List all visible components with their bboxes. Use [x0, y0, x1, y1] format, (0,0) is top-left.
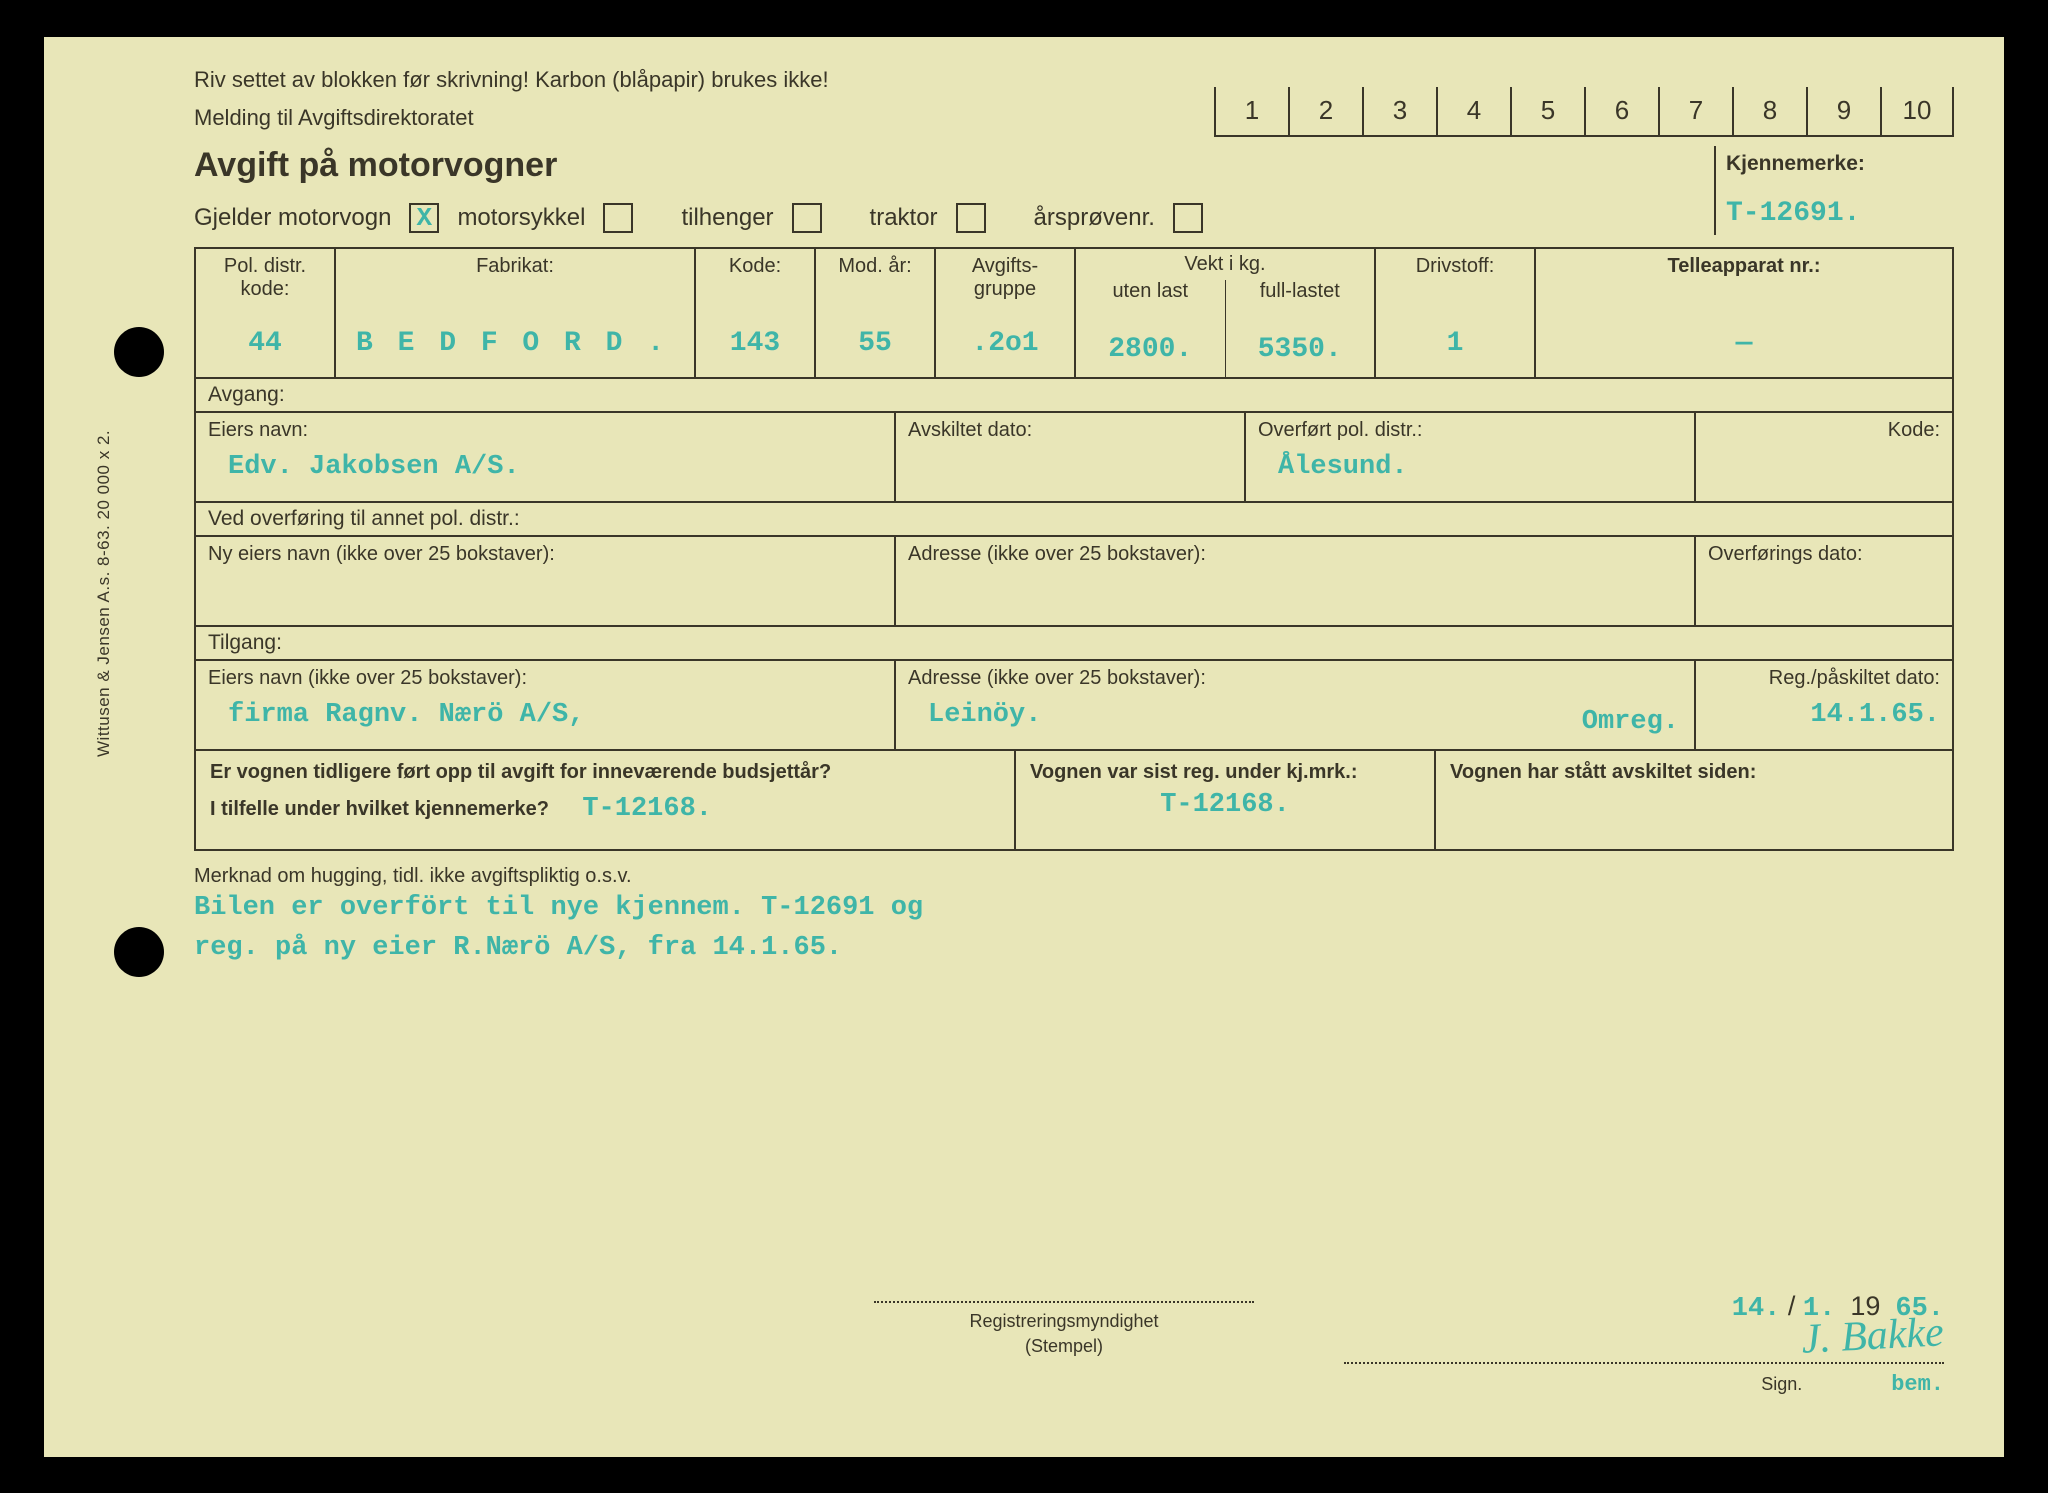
avskiltet-siden-label: Vognen har stått avskiltet siden:	[1450, 761, 1938, 784]
avgiftsgruppe-label: Avgifts-gruppe	[946, 255, 1064, 301]
eiers-navn-value: Edv. Jakobsen A/S.	[208, 452, 882, 482]
prev-q2-value: T-12168.	[582, 794, 712, 824]
modar-value: 55	[826, 328, 924, 359]
form-title: Avgift på motorvogner	[194, 146, 1714, 185]
fabrikat-label: Fabrikat:	[346, 255, 684, 278]
sign-label: Sign.	[1761, 1374, 1802, 1394]
printer-credit: Wittusen & Jensen A.s. 8-63. 20 000 x 2.	[94, 429, 114, 756]
kode-label: Kode:	[706, 255, 804, 278]
drivstoff-label: Drivstoff:	[1386, 255, 1524, 278]
tilgang-header: Tilgang:	[194, 627, 1954, 661]
tilgang-eiers-value: firma Ragnv. Nærö A/S,	[208, 700, 882, 730]
fulllastet-value: 5350.	[1236, 334, 1365, 365]
nbox-1: 1	[1214, 87, 1288, 137]
eiers-navn-label: Eiers navn:	[208, 419, 882, 442]
overfort-label: Overført pol. distr.:	[1258, 419, 1682, 442]
label-arsprove: årsprøvenr.	[1034, 204, 1155, 232]
utenlast-value: 2800.	[1086, 334, 1215, 365]
sistreg-value: T-12168.	[1030, 790, 1420, 820]
vehicle-type-row: Gjelder motorvogn motorsykkel tilhenger …	[194, 203, 1714, 233]
form-card: Wittusen & Jensen A.s. 8-63. 20 000 x 2.…	[44, 37, 2004, 1457]
tilgang-eiers-label: Eiers navn (ikke over 25 bokstaver):	[208, 667, 882, 690]
nbox-8: 8	[1732, 87, 1806, 137]
utenlast-label: uten last	[1086, 280, 1215, 303]
checkbox-tilhenger[interactable]	[792, 203, 822, 233]
label-motorsykkel: motorsykkel	[457, 204, 585, 232]
nbox-4: 4	[1436, 87, 1510, 137]
label-traktor: traktor	[870, 204, 938, 232]
telleapparat-label: Telleapparat nr.:	[1546, 255, 1942, 278]
bem-label: bem.	[1891, 1372, 1944, 1397]
nbox-6: 6	[1584, 87, 1658, 137]
merknad-line2: reg. på ny eier R.Nærö A/S, fra 14.1.65.	[194, 928, 1954, 969]
avgiftsgruppe-value: .2o1	[946, 328, 1064, 359]
avgang-row1: Eiers navn: Edv. Jakobsen A/S. Avskiltet…	[194, 413, 1954, 503]
kjennemerke-label: Kjennemerke:	[1726, 152, 1944, 176]
previous-row: Er vognen tidligere ført opp til avgift …	[194, 751, 1954, 851]
checkbox-traktor[interactable]	[956, 203, 986, 233]
merknad-line1: Bilen er overfört til nye kjennem. T-126…	[194, 888, 1954, 929]
nyeiers-label: Ny eiers navn (ikke over 25 bokstaver):	[208, 543, 882, 566]
merknad-section: Merknad om hugging, tidl. ikke avgiftspl…	[194, 865, 1954, 969]
avskiltet-label: Avskiltet dato:	[908, 419, 1232, 442]
reg-label: Reg./påskiltet dato:	[1708, 667, 1940, 690]
title-row: Avgift på motorvogner Gjelder motorvogn …	[194, 146, 1954, 249]
modar-label: Mod. år:	[826, 255, 924, 278]
checkbox-motorvogn[interactable]	[409, 203, 439, 233]
label-tilhenger: tilhenger	[681, 204, 773, 232]
signature-area: 14. / 1. 19 65. J. Bakke Sign. bem.	[1344, 1291, 1944, 1397]
merknad-label: Merknad om hugging, tidl. ikke avgiftspl…	[194, 865, 1954, 888]
stempel-label: (Stempel)	[874, 1336, 1254, 1357]
reg-value: 14.1.65.	[1708, 700, 1940, 730]
nbox-7: 7	[1658, 87, 1732, 137]
checkbox-motorsykkel[interactable]	[603, 203, 633, 233]
pol-distr-label: Pol. distr. kode:	[206, 255, 324, 301]
vekt-label: Vekt i kg.	[1076, 249, 1374, 280]
tilgang-adresse-value: Leinöy.	[908, 700, 1682, 730]
drivstoff-value: 1	[1386, 328, 1524, 359]
tilgang-row: Eiers navn (ikke over 25 bokstaver): fir…	[194, 661, 1954, 751]
prev-q2: I tilfelle under hvilket kjennemerke?	[210, 798, 549, 820]
tilgang-adresse-label: Adresse (ikke over 25 bokstaver):	[908, 667, 1682, 690]
omreg-value: Omreg.	[1582, 707, 1679, 737]
stamp-area: Registreringsmyndighet (Stempel)	[874, 1293, 1254, 1357]
nbox-9: 9	[1806, 87, 1880, 137]
kjennemerke-value: T-12691.	[1726, 198, 1944, 229]
nbox-10: 10	[1880, 87, 1954, 137]
pol-distr-value: 44	[206, 328, 324, 359]
punch-hole	[114, 327, 164, 377]
sistreg-label: Vognen var sist reg. under kj.mrk.:	[1030, 761, 1420, 784]
adresse1-label: Adresse (ikke over 25 bokstaver):	[908, 543, 1682, 566]
nbox-2: 2	[1288, 87, 1362, 137]
kode2-label: Kode:	[1708, 419, 1940, 442]
overforingsdato-label: Overførings dato:	[1708, 543, 1940, 566]
kode-value: 143	[706, 328, 804, 359]
avgang-row2: Ny eiers navn (ikke over 25 bokstaver): …	[194, 537, 1954, 627]
vehicle-data-table: Pol. distr. kode: 44 Fabrikat: B E D F O…	[194, 249, 1954, 379]
fulllastet-label: full-lastet	[1236, 280, 1365, 303]
kjennemerke-box: Kjennemerke: T-12691.	[1714, 146, 1954, 235]
checkbox-arsprove[interactable]	[1173, 203, 1203, 233]
nbox-3: 3	[1362, 87, 1436, 137]
telleapparat-value: —	[1546, 328, 1942, 359]
nbox-5: 5	[1510, 87, 1584, 137]
number-boxes: 1 2 3 4 5 6 7 8 9 10	[1214, 87, 1954, 137]
fabrikat-value: B E D F O R D .	[346, 328, 684, 359]
punch-hole	[114, 927, 164, 977]
regmyndighet-label: Registreringsmyndighet	[874, 1311, 1254, 1332]
prev-q1: Er vognen tidligere ført opp til avgift …	[210, 761, 1000, 784]
overfort-value: Ålesund.	[1258, 452, 1682, 482]
ved-overforing-label: Ved overføring til annet pol. distr.:	[194, 503, 1954, 537]
applies-label: Gjelder motorvogn	[194, 204, 391, 232]
avgang-header: Avgang:	[194, 379, 1954, 413]
